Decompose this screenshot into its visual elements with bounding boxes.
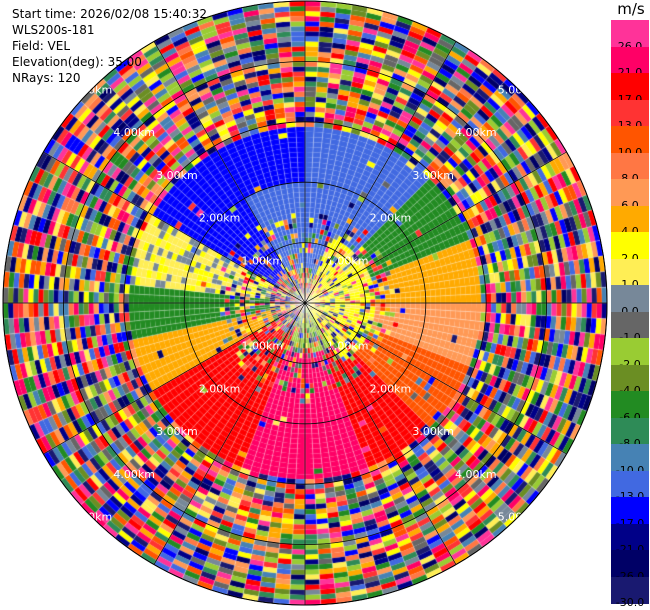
range-ring-label: 1.00km	[242, 254, 284, 267]
start-time-label: Start time: 2026/02/08 15:40:32	[12, 7, 207, 21]
field-label: Field: VEL	[12, 39, 71, 53]
colorbar-swatch	[611, 73, 649, 100]
azimuth-spoke	[153, 41, 306, 304]
range-ring-label: 3.00km	[412, 425, 454, 438]
colorbar-unit-label: m/s	[617, 0, 645, 18]
colorbar-swatch	[611, 46, 649, 74]
range-ring-label: 2.00km	[199, 212, 241, 225]
range-ring-label: 2.00km	[199, 382, 241, 395]
colorbar-swatch	[611, 576, 649, 604]
range-ring-label: 2.00km	[370, 382, 412, 395]
range-ring-label: 4.00km	[455, 468, 497, 481]
colorbar-swatch	[611, 258, 649, 286]
elevation-label: Elevation(deg): 35.00	[12, 55, 142, 69]
range-ring-label: 1.00km	[327, 254, 369, 267]
ppi-outer-boundary	[2, 0, 608, 606]
nrays-label: NRays: 120	[12, 71, 81, 85]
range-ring-label: 4.00km	[113, 126, 155, 139]
range-ring-label: 3.00km	[156, 169, 198, 182]
colorbar-tick-label: -30.0	[615, 596, 645, 609]
colorbar-swatch	[611, 179, 649, 206]
colorbar-swatch	[611, 444, 649, 471]
colorbar-swatch	[611, 20, 649, 47]
colorbar-swatch	[611, 391, 649, 418]
colorbar-swatch	[611, 523, 649, 551]
colorbar-swatch	[611, 205, 649, 233]
colorbar-swatch	[611, 99, 649, 127]
azimuth-spoke	[304, 302, 457, 565]
azimuth-spoke	[304, 302, 567, 455]
ppi-grid-overlay: 1.00km 1.00km 1.00km 1.00km 2.00km 2.00km 2.00…	[2, 0, 608, 606]
colorbar-swatch	[611, 232, 649, 259]
colorbar-swatch	[611, 126, 649, 153]
colorbar-swatch	[611, 550, 649, 577]
azimuth-spoke	[304, 151, 567, 304]
colorbar-swatch	[611, 497, 649, 524]
azimuth-spoke	[43, 302, 306, 455]
range-ring-label: 1.00km	[327, 340, 369, 353]
colorbar-swatch	[611, 152, 649, 180]
scan-metadata: Start time: 2026/02/08 15:40:32 WLS200s-…	[12, 6, 207, 86]
azimuth-spoke	[304, 41, 457, 304]
colorbar-swatch	[611, 311, 649, 339]
colorbar-swatch	[611, 417, 649, 445]
colorbar-swatch	[611, 338, 649, 365]
azimuth-spoke	[43, 151, 306, 304]
azimuth-spoke	[153, 302, 306, 565]
site-label: WLS200s-181	[12, 23, 95, 37]
range-ring-label: 3.00km	[156, 425, 198, 438]
colorbar-swatch	[611, 470, 649, 498]
range-ring-label: 4.00km	[455, 126, 497, 139]
range-ring-label: 4.00km	[113, 468, 155, 481]
range-ring-label: 3.00km	[412, 169, 454, 182]
range-ring-label: 2.00km	[370, 212, 412, 225]
colorbar-swatch	[611, 364, 649, 392]
colorbar-swatch	[611, 285, 649, 312]
range-ring-label: 1.00km	[242, 340, 284, 353]
